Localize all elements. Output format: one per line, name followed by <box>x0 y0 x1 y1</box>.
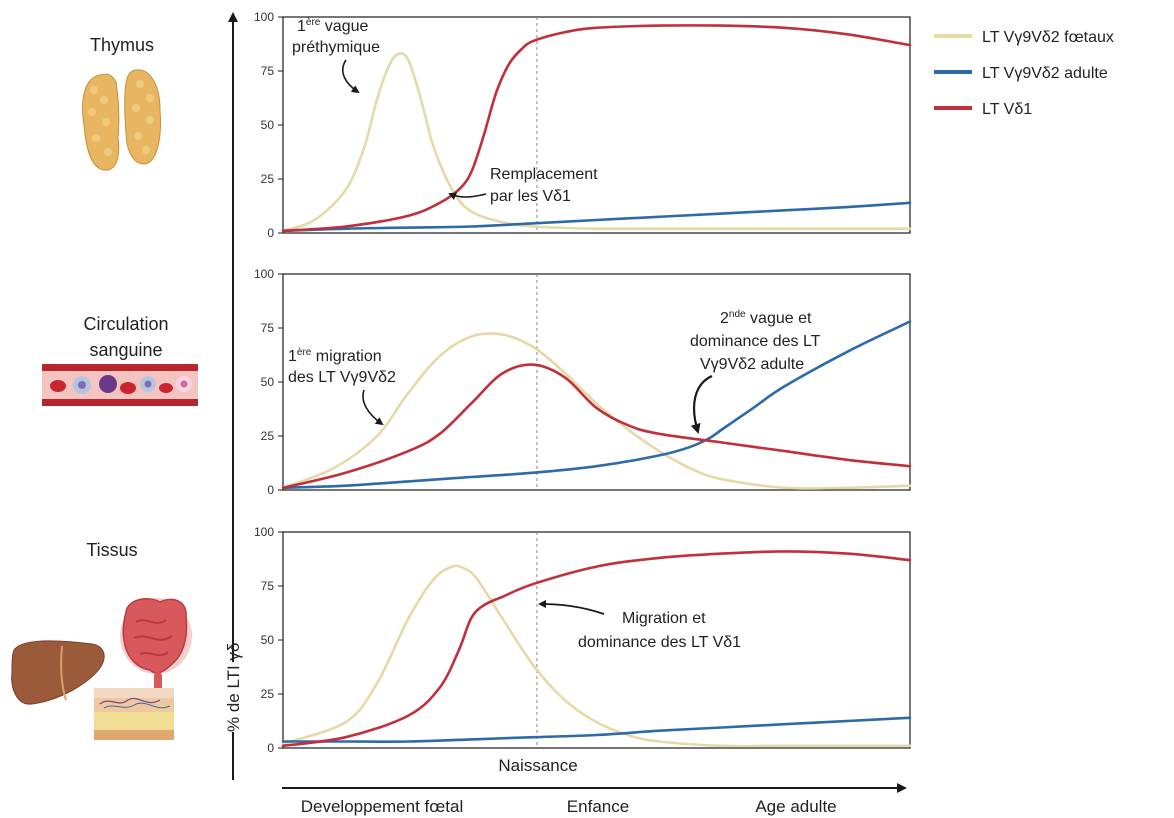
tissue-label: Tissus <box>86 540 137 560</box>
panel-3: 0 25 50 75 100 <box>254 525 912 755</box>
p1-wave-line2: préthymique <box>292 39 380 56</box>
y-axis-label-bg <box>226 662 240 732</box>
legend: LT Vγ9Vδ2 fœtaux LT Vγ9Vδ2 adulte LT Vδ1 <box>934 29 1114 118</box>
thymus-label: Thymus <box>90 35 154 55</box>
p1-replace-line1: Remplacement <box>490 166 598 183</box>
p2-second-line1: 2nde vague et <box>720 309 812 327</box>
legend-adult: LT Vγ9Vδ2 adulte <box>982 65 1108 82</box>
liver-icon <box>11 640 105 705</box>
y-tick-label: 100 <box>254 10 274 24</box>
y-tick-label: 25 <box>261 172 275 186</box>
y-tick-label: 50 <box>261 118 275 132</box>
y-axis-label-text: % de LTI γδ <box>224 643 243 732</box>
series-line-foetal <box>281 332 912 490</box>
p1-wave-line1: 1ère vague <box>297 17 369 35</box>
y-tick-label: 75 <box>261 321 275 335</box>
y-tick-label: 25 <box>261 687 275 701</box>
p2-second-arrow <box>690 374 713 434</box>
y-tick-label: 75 <box>261 579 275 593</box>
series-line-foetal <box>281 52 912 233</box>
legend-foetal: LT Vγ9Vδ2 fœtaux <box>982 29 1114 46</box>
series-line-adult <box>281 716 912 743</box>
p3-migr-line2: dominance des LT Vδ1 <box>578 634 741 651</box>
tissue-group: Tissus <box>11 540 192 740</box>
series-line-foetal <box>281 564 912 748</box>
blood-label-line2: sanguine <box>89 340 162 360</box>
p3-migr-arrow <box>538 600 605 615</box>
p2-migr-arrow <box>362 389 384 426</box>
series-line-adult <box>281 201 912 233</box>
blood-vessel-icon <box>42 364 198 406</box>
blood-group: Circulation sanguine <box>42 314 198 406</box>
y-tick-label: 50 <box>261 375 275 389</box>
y-tick-label: 0 <box>267 226 274 240</box>
skin-icon <box>94 688 174 740</box>
series-line-vd1 <box>281 24 912 233</box>
stage-enfance: Enfance <box>567 797 629 816</box>
series-line-adult <box>281 320 912 490</box>
p1-replace-line2: par les Vδ1 <box>490 188 571 205</box>
intestine-icon <box>120 598 192 692</box>
p2-migr-line1: 1ère migration <box>288 347 382 365</box>
series-line-vd1 <box>281 363 912 490</box>
y-tick-label: 25 <box>261 429 275 443</box>
y-tick-label: 75 <box>261 64 275 78</box>
panels: 0 25 50 75 100 0 25 50 75 100 0 25 50 75 100 <box>254 10 912 755</box>
thymus-group: Thymus <box>82 35 161 171</box>
p1-wave-arrow <box>342 59 360 94</box>
p1-replace-arrow <box>448 192 487 200</box>
p2-second-line2: dominance des LT <box>690 333 821 350</box>
series-line-vd1 <box>281 550 912 748</box>
p3-migr-line1: Migration et <box>622 610 706 627</box>
annotations: 1ère vague préthymique Remplacement par … <box>288 17 821 651</box>
panel-2: 0 25 50 75 100 <box>254 267 912 497</box>
p2-second-line3: Vγ9Vδ2 adulte <box>700 356 804 373</box>
stage-adulte: Age adulte <box>755 797 836 816</box>
y-tick-label: 0 <box>267 741 274 755</box>
panel-1: 0 25 50 75 100 <box>254 10 912 240</box>
y-tick-label: 100 <box>254 525 274 539</box>
legend-vd1: LT Vδ1 <box>982 101 1032 118</box>
blood-label-line1: Circulation <box>83 314 168 334</box>
thymus-icon <box>82 69 161 171</box>
p2-migr-line2: des LT Vγ9Vδ2 <box>288 369 396 386</box>
y-tick-label: 100 <box>254 267 274 281</box>
stage-foetal: Developpement fœtal <box>301 797 464 816</box>
y-tick-label: 50 <box>261 633 275 647</box>
y-tick-label: 0 <box>267 483 274 497</box>
naissance-label: Naissance <box>498 756 577 775</box>
